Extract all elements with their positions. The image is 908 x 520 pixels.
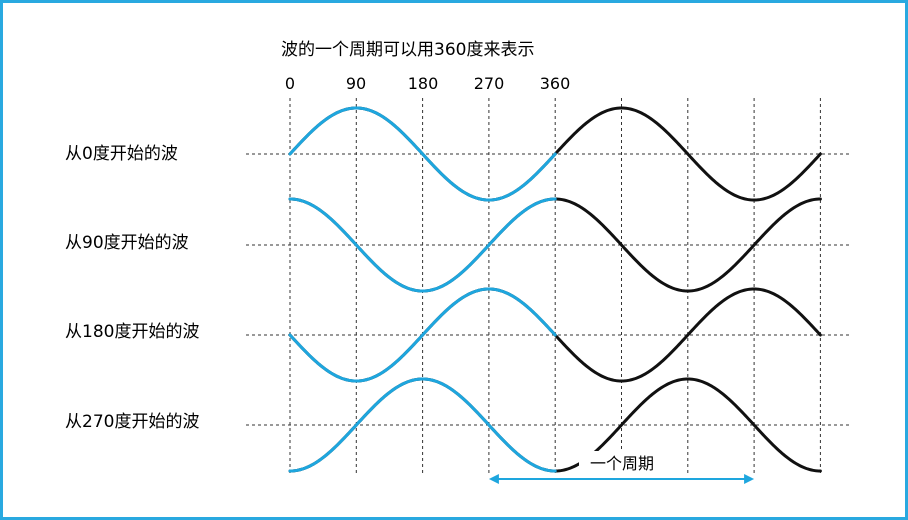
- period-label-bg: [579, 451, 669, 475]
- wave-period-90: [288, 197, 557, 293]
- grid-lines: [246, 98, 851, 473]
- wave-phase-diagram: 波的一个周期可以用360度来表示 0 90 180 270 360 从0度开始的…: [65, 40, 851, 484]
- tick-label-360: 360: [540, 74, 571, 93]
- row-label-180: 从180度开始的波: [65, 322, 199, 342]
- row-label-0: 从0度开始的波: [65, 144, 178, 164]
- period-label: 一个周期: [590, 454, 654, 473]
- tick-label-180: 180: [408, 74, 439, 93]
- tick-label-0: 0: [285, 74, 295, 93]
- period-arrowhead-left: [488, 474, 499, 484]
- tick-label-270: 270: [474, 74, 505, 93]
- wave-period-270: [288, 377, 557, 473]
- period-arrowhead-right: [744, 474, 755, 484]
- waves: [288, 106, 822, 473]
- wave-period-180: [288, 287, 557, 383]
- tick-label-90: 90: [346, 74, 366, 93]
- row-label-270: 从270度开始的波: [65, 412, 199, 432]
- wave-period-0: [288, 106, 557, 202]
- diagram-title: 波的一个周期可以用360度来表示: [281, 40, 534, 60]
- period-arrow: [488, 474, 755, 484]
- row-label-90: 从90度开始的波: [65, 233, 189, 253]
